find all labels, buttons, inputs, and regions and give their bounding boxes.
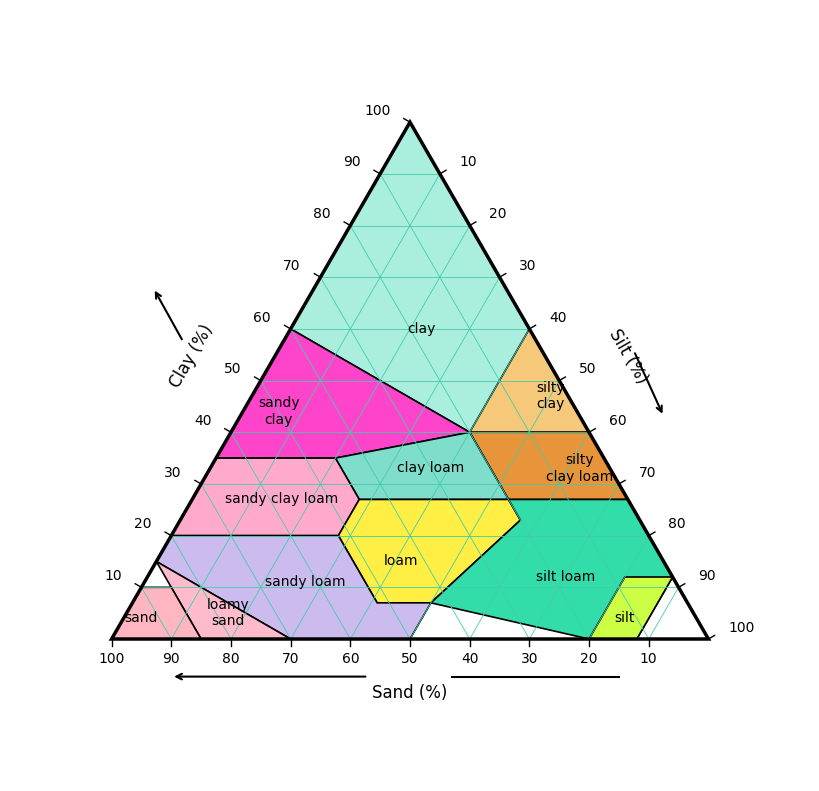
Text: 30: 30 [518, 259, 536, 273]
Text: 80: 80 [222, 652, 239, 666]
Text: Sand (%): Sand (%) [372, 683, 447, 702]
Polygon shape [171, 458, 359, 536]
Polygon shape [588, 577, 672, 639]
Polygon shape [430, 499, 672, 639]
Text: 80: 80 [667, 517, 686, 532]
Text: loam: loam [383, 554, 418, 569]
Text: sandy loam: sandy loam [265, 575, 346, 589]
Text: 50: 50 [400, 652, 419, 666]
Text: 10: 10 [639, 652, 657, 666]
Text: loamy
sand: loamy sand [206, 598, 249, 628]
Text: 60: 60 [608, 414, 626, 428]
Text: 70: 70 [283, 259, 301, 273]
Text: 10: 10 [459, 156, 477, 169]
Text: silt: silt [614, 611, 634, 626]
Text: silty
clay loam: silty clay loam [545, 453, 613, 483]
Polygon shape [215, 329, 469, 458]
Text: 30: 30 [520, 652, 537, 666]
Text: 20: 20 [489, 207, 506, 221]
Text: sand: sand [124, 611, 158, 626]
Polygon shape [335, 432, 508, 499]
Text: 80: 80 [313, 207, 330, 221]
Text: 100: 100 [98, 652, 124, 666]
Text: 100: 100 [364, 104, 390, 118]
Text: silt loam: silt loam [535, 570, 594, 584]
Polygon shape [156, 562, 290, 639]
Text: 30: 30 [164, 466, 181, 479]
Text: 20: 20 [134, 517, 152, 532]
Polygon shape [469, 329, 588, 432]
Text: clay: clay [407, 322, 436, 336]
Text: 40: 40 [549, 311, 566, 324]
Text: 60: 60 [253, 311, 270, 324]
Text: sandy
clay: sandy clay [257, 396, 299, 426]
Polygon shape [338, 499, 520, 603]
Text: 70: 70 [282, 652, 299, 666]
Text: 100: 100 [727, 621, 753, 634]
Text: 60: 60 [341, 652, 359, 666]
Text: clay loam: clay loam [396, 461, 464, 475]
Text: 70: 70 [638, 466, 655, 479]
Text: 40: 40 [193, 414, 211, 428]
Polygon shape [469, 432, 627, 499]
Text: 50: 50 [578, 362, 595, 377]
Text: 40: 40 [460, 652, 477, 666]
Text: 90: 90 [697, 569, 715, 583]
Text: 90: 90 [342, 156, 360, 169]
Text: Clay (%): Clay (%) [167, 322, 217, 392]
Text: 50: 50 [224, 362, 241, 377]
Polygon shape [156, 536, 430, 639]
Text: 10: 10 [104, 569, 122, 583]
Text: 20: 20 [580, 652, 597, 666]
Polygon shape [111, 588, 201, 639]
Text: sandy clay loam: sandy clay loam [224, 493, 338, 506]
Text: silty
clay: silty clay [536, 381, 563, 411]
Text: Silt (%): Silt (%) [604, 326, 649, 387]
Polygon shape [290, 122, 588, 432]
Text: 90: 90 [162, 652, 180, 666]
